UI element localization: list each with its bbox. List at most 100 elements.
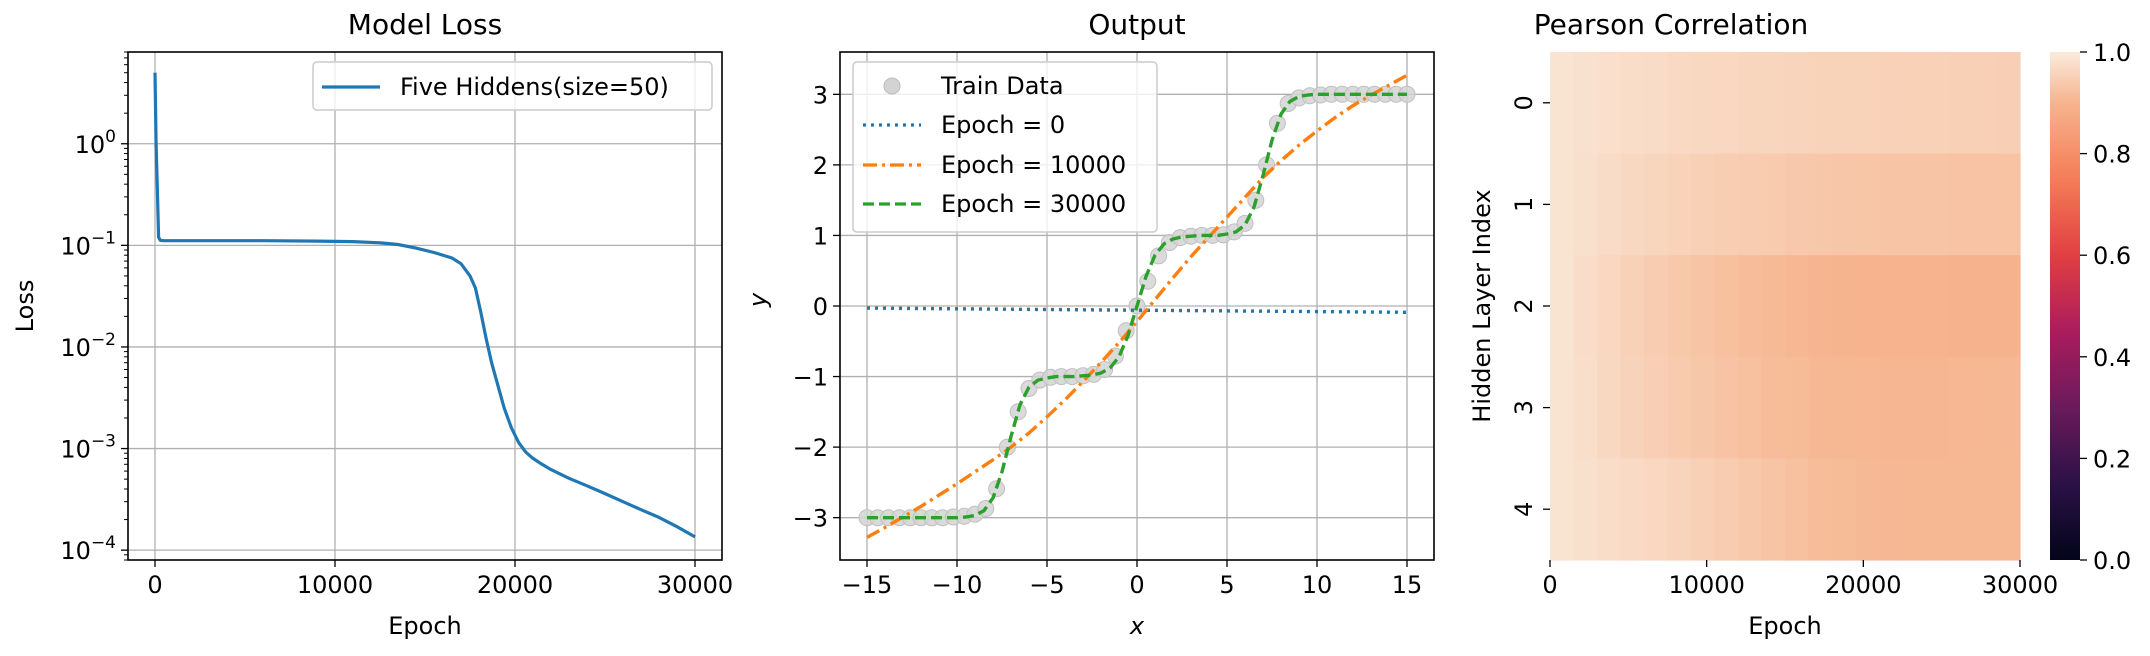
heatmap-cell (1691, 356, 1716, 459)
loss-series-line (153, 72, 696, 539)
train-data-point (988, 480, 1006, 498)
heatmap-ytick-label: 3 (1510, 400, 1538, 415)
pearson-xlabel: Epoch (1748, 612, 1822, 640)
heatmap-cell (1644, 458, 1669, 561)
heatmap-cell (1550, 52, 1575, 155)
output-ytick-label: 3 (813, 81, 828, 109)
loss-ytick-label: 10−2 (60, 330, 116, 362)
heatmap-cell (1597, 356, 1622, 459)
heatmap-cell (1573, 458, 1598, 561)
heatmap-cell (1550, 356, 1575, 459)
loss-xtick-label: 30000 (657, 571, 733, 599)
loss-xtick-label: 20000 (477, 571, 553, 599)
heatmap-cell (1691, 153, 1716, 256)
heatmap-cell (1714, 458, 1739, 561)
heatmap-cell (1832, 52, 1857, 155)
heatmap-cell (1973, 255, 1998, 358)
heatmap-cell (1855, 356, 1880, 459)
heatmap-cell (1973, 52, 1998, 155)
output-lines (858, 73, 1416, 539)
legend-label-epoch-0: Epoch = 0 (941, 111, 1065, 139)
heatmap-cell (1973, 153, 1998, 256)
output-ytick-label: −3 (793, 505, 828, 533)
loss-ytick-label: 100 (75, 127, 116, 159)
loss-lines (153, 72, 696, 539)
heatmap-cell (1550, 153, 1575, 256)
heatmap-cell (1597, 153, 1622, 256)
heatmap-cell (1620, 356, 1645, 459)
heatmap-cell (1761, 356, 1786, 459)
heatmap-cell (1879, 153, 1904, 256)
output-ytick-label: −2 (793, 434, 828, 462)
heatmap-cell (1902, 458, 1927, 561)
loss-panel: Model Loss 0 10000 20000 30000 100 10−1 10−2 10… (11, 8, 733, 640)
loss-xlabel: Epoch (388, 612, 462, 640)
heatmap-cell (1761, 458, 1786, 561)
heatmap-cell (1785, 255, 1810, 358)
output-series-line (867, 92, 1407, 520)
heatmap-cell (1832, 153, 1857, 256)
heatmap-cell (1926, 255, 1951, 358)
output-xtick-label: 10 (1302, 571, 1333, 599)
heatmap-cell (1573, 153, 1598, 256)
output-xlabel: x (1129, 612, 1145, 640)
heatmap-cell (1949, 356, 1974, 459)
loss-ytick-label: 10−3 (60, 432, 116, 464)
heatmap-xtick-label: 0 (1542, 571, 1557, 599)
pearson-panel: Pearson Correlation 0 10000 20000 30000 0 1 2 3… (1468, 8, 2131, 640)
pearson-ylabel: Hidden Layer Index (1468, 189, 1496, 422)
heatmap-xtick-label: 20000 (1825, 571, 1901, 599)
output-xtick-label: 0 (1129, 571, 1144, 599)
heatmap-cell (1573, 255, 1598, 358)
heatmap-cell (1714, 153, 1739, 256)
legend-label-epoch-10000: Epoch = 10000 (941, 151, 1126, 179)
legend-label-train-data: Train Data (940, 72, 1064, 100)
heatmap-cell (1902, 153, 1927, 256)
heatmap-cell (1644, 356, 1669, 459)
heatmap-cell (1902, 255, 1927, 358)
heatmap-cell (1667, 356, 1692, 459)
heatmap-cell (1879, 356, 1904, 459)
heatmap-cell (1667, 153, 1692, 256)
output-legend: Train Data Epoch = 0 Epoch = 10000 Epoch… (852, 61, 1158, 233)
output-ytick-label: 2 (813, 152, 828, 180)
heatmap-cell (1973, 356, 1998, 459)
heatmap-cell (1573, 356, 1598, 459)
heatmap-cell (1644, 255, 1669, 358)
heatmap-cell (1879, 458, 1904, 561)
output-legend-box (852, 61, 1158, 233)
output-xtick-label: 15 (1392, 571, 1423, 599)
heatmap-cell (1808, 52, 1833, 155)
heatmap-cell (1785, 458, 1810, 561)
heatmap-cell (1879, 255, 1904, 358)
heatmap-cell (1738, 255, 1763, 358)
loss-legend-label: Five Hiddens(size=50) (400, 73, 669, 101)
heatmap-cell (1597, 255, 1622, 358)
heatmap-cell (1949, 255, 1974, 358)
output-ytick-label: 0 (813, 293, 828, 321)
loss-grid (128, 52, 722, 560)
heatmap-cell (1620, 52, 1645, 155)
heatmap-ytick-label: 0 (1510, 95, 1538, 110)
legend-swatch-train-data (883, 77, 901, 95)
output-xtick-label: −5 (1029, 571, 1064, 599)
heatmap-cell (1620, 255, 1645, 358)
loss-legend-box (312, 61, 713, 111)
heatmap-cell (1785, 153, 1810, 256)
heatmap-cell (1902, 356, 1927, 459)
heatmap-cell (1973, 458, 1998, 561)
output-xtick-label: −10 (932, 571, 983, 599)
heatmap-xtick-label: 10000 (1668, 571, 1744, 599)
colorbar-tick-label: 0.4 (2093, 344, 2131, 372)
heatmap-cell (1620, 458, 1645, 561)
heatmap-cell (1996, 52, 2021, 155)
heatmap-cell (1597, 458, 1622, 561)
heatmap-cell (1855, 52, 1880, 155)
loss-title: Model Loss (348, 8, 502, 41)
heatmap-cell (1926, 458, 1951, 561)
heatmap-cell (1855, 255, 1880, 358)
loss-ylabel: Loss (11, 280, 39, 333)
output-title: Output (1088, 8, 1185, 41)
